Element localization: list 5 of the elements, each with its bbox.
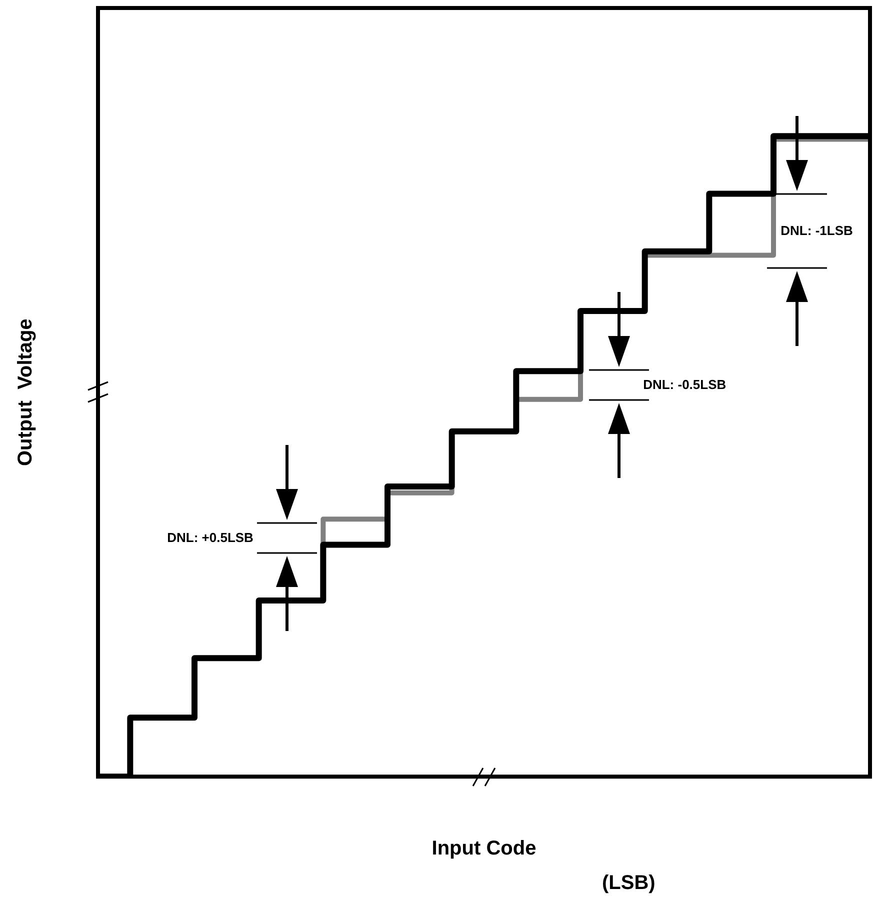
text: (LSB)	[602, 872, 656, 895]
annotation: DNL: -0.5LSB	[643, 376, 726, 392]
y-axis-title: Output Voltage	[14, 318, 37, 466]
annotation: DNL: +0.5LSB	[167, 530, 254, 546]
x-axis-title: Input Code	[432, 838, 536, 860]
